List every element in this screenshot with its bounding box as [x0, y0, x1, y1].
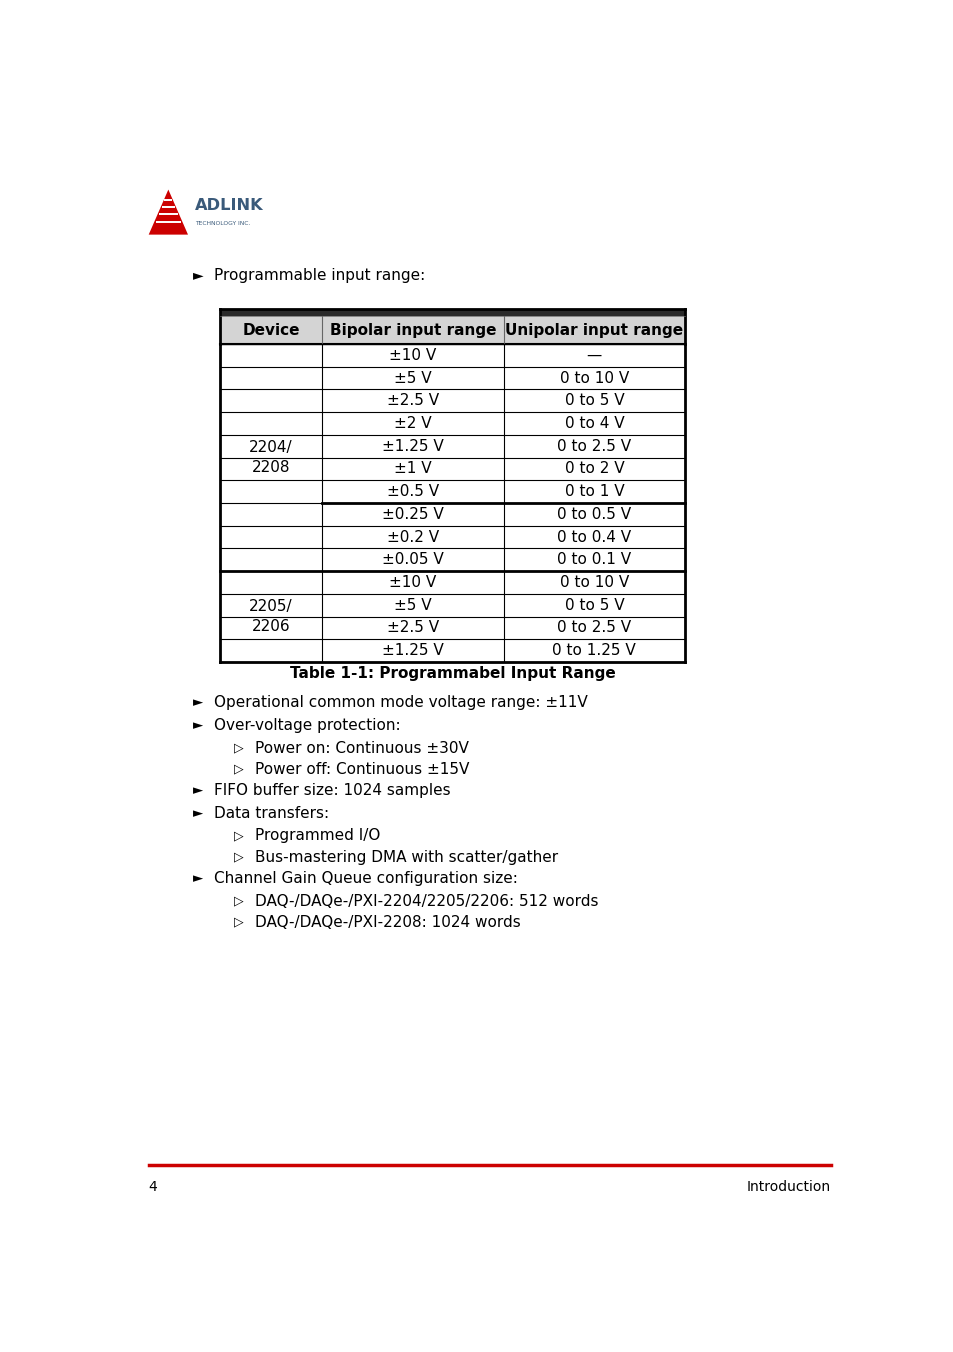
Text: ►: ► — [193, 696, 203, 710]
Text: 0 to 4 V: 0 to 4 V — [564, 416, 623, 431]
Text: ▷: ▷ — [233, 763, 243, 776]
Text: ±0.2 V: ±0.2 V — [387, 530, 438, 545]
Text: 0 to 10 V: 0 to 10 V — [559, 370, 628, 385]
Text: Data transfers:: Data transfers: — [213, 806, 329, 821]
Text: FIFO buffer size: 1024 samples: FIFO buffer size: 1024 samples — [213, 783, 450, 798]
Text: ±10 V: ±10 V — [389, 347, 436, 362]
Bar — [220, 308, 684, 316]
Text: ►: ► — [193, 719, 203, 731]
Text: ±1 V: ±1 V — [394, 461, 432, 476]
Text: 4: 4 — [149, 1180, 157, 1194]
Text: Power on: Continuous ±30V: Power on: Continuous ±30V — [254, 741, 468, 756]
Text: Bipolar input range: Bipolar input range — [330, 323, 496, 338]
Text: Device: Device — [242, 323, 299, 338]
Text: ±10 V: ±10 V — [389, 575, 436, 589]
Text: Channel Gain Queue configuration size:: Channel Gain Queue configuration size: — [213, 871, 517, 886]
Text: 0 to 2.5 V: 0 to 2.5 V — [557, 621, 631, 635]
Text: 0 to 0.4 V: 0 to 0.4 V — [557, 530, 631, 545]
Text: —: — — [586, 347, 601, 362]
Text: 0 to 0.1 V: 0 to 0.1 V — [557, 552, 631, 568]
Text: ▷: ▷ — [233, 742, 243, 754]
Text: ±0.05 V: ±0.05 V — [382, 552, 443, 568]
Text: ±5 V: ±5 V — [394, 370, 432, 385]
Text: 0 to 2 V: 0 to 2 V — [564, 461, 623, 476]
Text: Unipolar input range: Unipolar input range — [505, 323, 682, 338]
Text: 0 to 5 V: 0 to 5 V — [564, 598, 623, 612]
Text: ADLINK: ADLINK — [195, 197, 264, 212]
Text: ±2.5 V: ±2.5 V — [387, 621, 438, 635]
Text: ±2 V: ±2 V — [394, 416, 432, 431]
Text: ▷: ▷ — [233, 915, 243, 929]
Text: 0 to 5 V: 0 to 5 V — [564, 393, 623, 408]
Text: 2205/
2206: 2205/ 2206 — [249, 599, 293, 634]
Text: 0 to 1.25 V: 0 to 1.25 V — [552, 644, 636, 658]
Text: Over-voltage protection:: Over-voltage protection: — [213, 718, 400, 733]
Text: ±1.25 V: ±1.25 V — [382, 438, 443, 454]
Text: ▷: ▷ — [233, 830, 243, 842]
Text: Programmable input range:: Programmable input range: — [213, 268, 425, 283]
Text: Bus-mastering DMA with scatter/gather: Bus-mastering DMA with scatter/gather — [254, 849, 558, 865]
Text: ▷: ▷ — [233, 850, 243, 864]
Text: Introduction: Introduction — [746, 1180, 830, 1194]
Text: Operational common mode voltage range: ±11V: Operational common mode voltage range: ±… — [213, 695, 587, 710]
Text: ►: ► — [193, 269, 203, 283]
Text: ±0.5 V: ±0.5 V — [387, 484, 438, 499]
Text: ▷: ▷ — [233, 895, 243, 907]
Text: TECHNOLOGY INC.: TECHNOLOGY INC. — [195, 220, 251, 226]
Text: DAQ-/DAQe-/PXI-2208: 1024 words: DAQ-/DAQe-/PXI-2208: 1024 words — [254, 915, 520, 930]
Text: ±0.25 V: ±0.25 V — [382, 507, 443, 522]
Text: ►: ► — [193, 872, 203, 884]
Text: DAQ-/DAQe-/PXI-2204/2205/2206: 512 words: DAQ-/DAQe-/PXI-2204/2205/2206: 512 words — [254, 894, 598, 909]
Text: ±1.25 V: ±1.25 V — [382, 644, 443, 658]
Text: 2204/
2208: 2204/ 2208 — [249, 441, 293, 475]
Text: ►: ► — [193, 807, 203, 819]
Text: 0 to 1 V: 0 to 1 V — [564, 484, 623, 499]
Text: Table 1-1: Programmabel Input Range: Table 1-1: Programmabel Input Range — [290, 665, 615, 681]
Text: ►: ► — [193, 784, 203, 798]
Polygon shape — [149, 189, 188, 235]
Bar — [220, 316, 684, 343]
Text: ±5 V: ±5 V — [394, 598, 432, 612]
Text: 0 to 2.5 V: 0 to 2.5 V — [557, 438, 631, 454]
Text: Power off: Continuous ±15V: Power off: Continuous ±15V — [254, 763, 469, 777]
Text: 0 to 10 V: 0 to 10 V — [559, 575, 628, 589]
Text: Programmed I/O: Programmed I/O — [254, 829, 380, 844]
Text: ±2.5 V: ±2.5 V — [387, 393, 438, 408]
Text: 0 to 0.5 V: 0 to 0.5 V — [557, 507, 631, 522]
